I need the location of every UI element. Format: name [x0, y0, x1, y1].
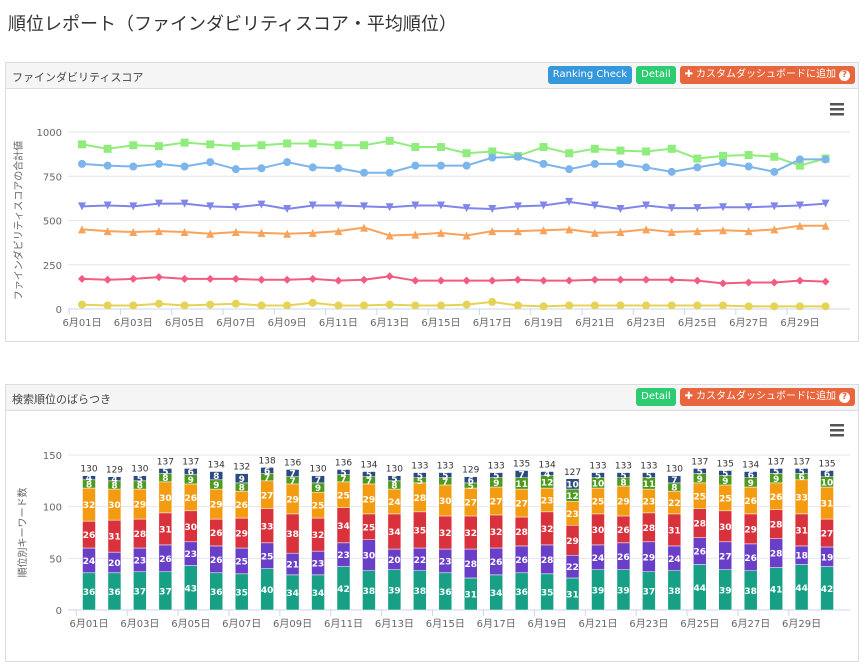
button-label: カスタムダッシュボードに追加	[696, 69, 836, 80]
panel: ファインダビリティスコア Ranking Check Detail ✚ カスタムダ…	[5, 62, 859, 342]
panel-header: ファインダビリティスコア Ranking Check Detail ✚ カスタムダ…	[6, 63, 858, 89]
panel-title: ファインダビリティスコア	[12, 71, 144, 84]
button[interactable]: Detail	[636, 388, 676, 406]
panel: 検索順位のばらつき Detail ✚ カスタムダッシュボードに追加?	[5, 384, 859, 662]
button[interactable]: ✚ カスタムダッシュボードに追加?	[679, 66, 855, 84]
button[interactable]: Detail	[636, 66, 676, 84]
panel-header: 検索順位のばらつき Detail ✚ カスタムダッシュボードに追加?	[6, 385, 858, 411]
button[interactable]: Ranking Check	[547, 66, 633, 84]
button-label: カスタムダッシュボードに追加	[696, 391, 836, 402]
panel-title: 検索順位のばらつき	[12, 393, 111, 406]
button[interactable]: ✚ カスタムダッシュボードに追加?	[679, 388, 855, 406]
page-title: 順位レポート（ファインダビリティスコア・平均順位）	[8, 14, 457, 35]
